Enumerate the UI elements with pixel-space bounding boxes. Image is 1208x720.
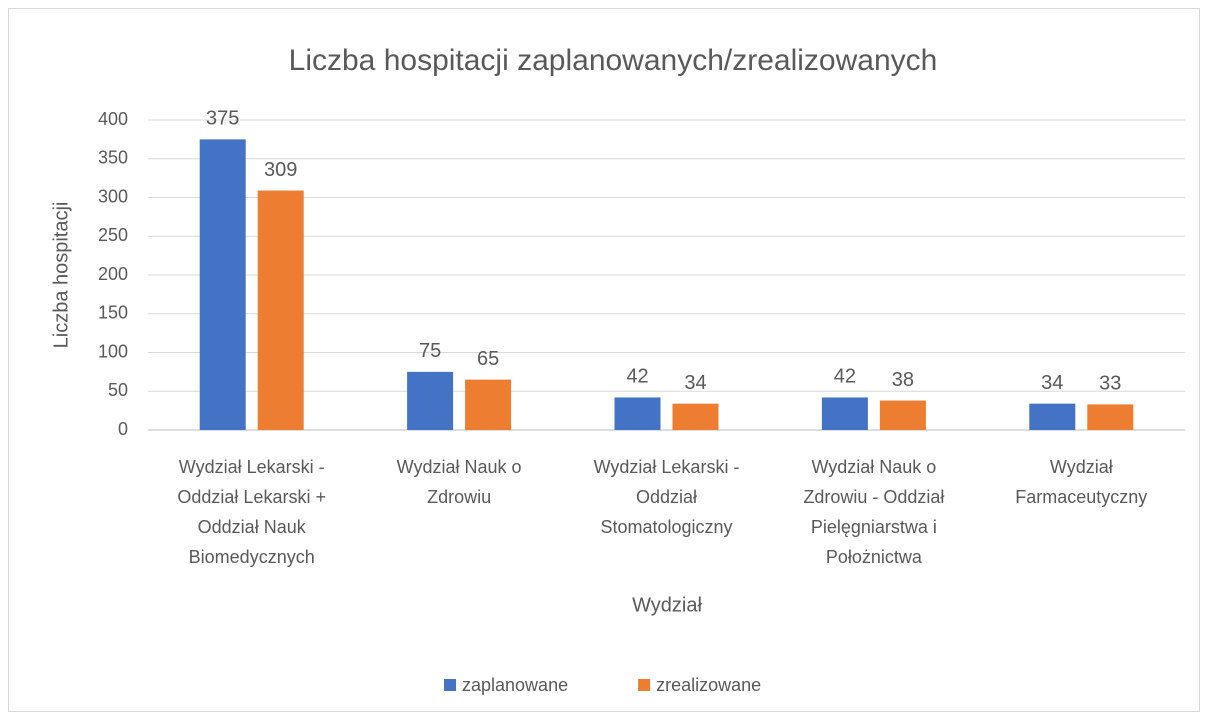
- data-label: 309: [264, 159, 297, 181]
- x-tick-label: Wydział Farmaceutyczny: [1015, 457, 1148, 507]
- data-label: 42: [834, 366, 856, 388]
- legend-swatch: [444, 679, 456, 691]
- chart-title: Liczba hospitacji zaplanowanych/zrealizo…: [289, 44, 938, 77]
- bar: [879, 400, 926, 430]
- bar: [672, 403, 719, 430]
- x-tick-label: Wydział Nauk o Zdrowiu - Oddział Pielęgn…: [803, 457, 945, 567]
- legend-swatch: [638, 679, 651, 691]
- y-tick-label: 400: [98, 109, 128, 129]
- data-label: 34: [684, 372, 706, 394]
- x-axis-title: Wydział: [632, 594, 702, 616]
- data-label: 375: [206, 108, 239, 130]
- x-tick-label: Wydział Nauk o Zdrowiu: [396, 457, 522, 507]
- legend-label: zaplanowane: [462, 675, 568, 695]
- bar: [407, 371, 454, 430]
- data-label: 42: [626, 366, 648, 388]
- y-tick-label: 0: [118, 419, 128, 439]
- bar: [1029, 403, 1076, 430]
- data-label: 33: [1099, 373, 1121, 395]
- bar: [614, 397, 661, 430]
- bar: [821, 397, 868, 430]
- y-tick-label: 250: [98, 225, 128, 245]
- bar: [199, 139, 246, 430]
- data-label: 65: [477, 348, 499, 370]
- y-tick-label: 200: [98, 264, 128, 284]
- bar: [257, 190, 304, 430]
- y-tick-label: 100: [98, 341, 128, 361]
- y-tick-label: 300: [98, 186, 128, 206]
- y-tick-label: 50: [108, 380, 128, 400]
- x-tick-label: Wydział Lekarski - Oddział Lekarski + Od…: [177, 457, 326, 567]
- y-tick-label: 150: [98, 303, 128, 323]
- legend-label: zrealizowane: [656, 675, 761, 695]
- bar: [465, 379, 512, 430]
- data-label: 34: [1041, 372, 1063, 394]
- data-label: 38: [892, 369, 914, 391]
- data-label: 75: [419, 340, 441, 362]
- y-axis-title: Liczba hospitacji: [50, 202, 72, 349]
- y-tick-label: 350: [98, 148, 128, 168]
- chart-border: [8, 8, 1200, 712]
- x-tick-label: Wydział Lekarski - Oddział Stomatologicz…: [593, 457, 740, 537]
- bar: [1087, 404, 1134, 430]
